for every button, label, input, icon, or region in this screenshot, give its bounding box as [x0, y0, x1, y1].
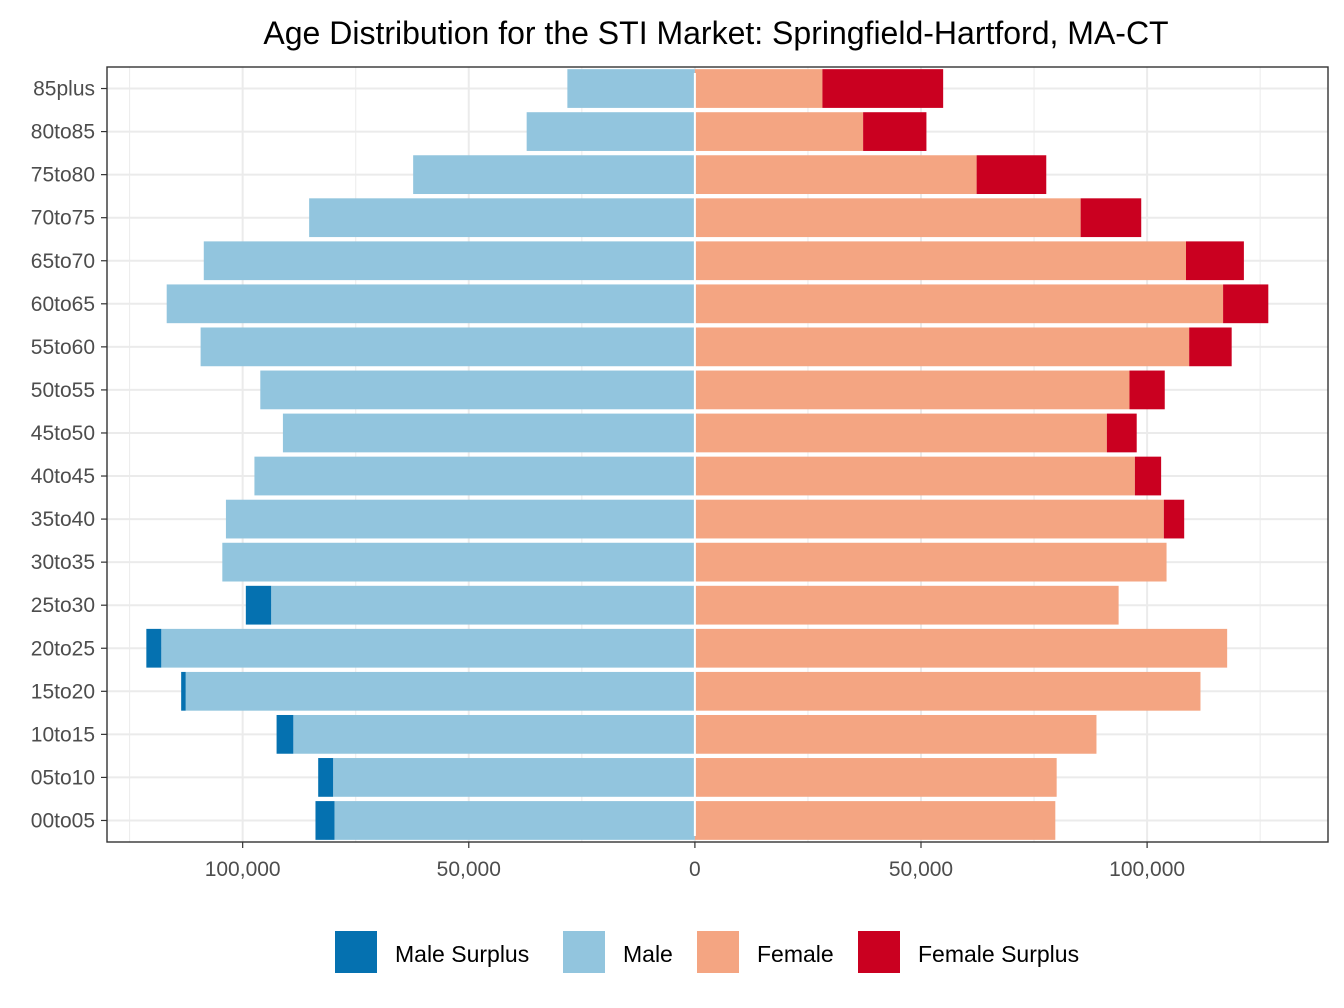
- legend-label: Male Surplus: [395, 941, 529, 967]
- bar-male: [203, 241, 695, 281]
- bar-female: [694, 801, 1056, 840]
- legend-key-male-surplus: [335, 931, 377, 973]
- bar-male: [254, 456, 695, 496]
- x-tick-label: 100,000: [1109, 858, 1185, 881]
- x-tick-label: 0: [689, 858, 701, 881]
- bar-male-surplus: [146, 628, 162, 668]
- bar-male-surplus: [318, 758, 334, 797]
- bar-female-surplus: [1106, 413, 1137, 453]
- y-tick-label: 25to30: [31, 594, 95, 617]
- y-tick-label: 05to10: [31, 766, 95, 789]
- bar-female-surplus: [1186, 241, 1244, 281]
- y-tick-label: 55to60: [31, 336, 95, 359]
- bar-female-surplus: [863, 112, 927, 151]
- bar-male: [200, 327, 695, 367]
- legend-label: Female Surplus: [918, 941, 1079, 967]
- bar-female: [694, 413, 1107, 453]
- bar-male: [334, 801, 695, 840]
- bar-male: [222, 542, 695, 582]
- y-tick-label: 60to65: [31, 293, 95, 316]
- bar-male-surplus: [315, 801, 335, 840]
- bar-female: [694, 585, 1119, 625]
- y-tick-label: 45to50: [31, 422, 95, 445]
- bars-layer: [146, 69, 1269, 840]
- y-tick-label: 15to20: [31, 680, 95, 703]
- y-tick-label: 65to70: [31, 250, 95, 273]
- bar-female-surplus: [976, 155, 1047, 195]
- bar-female-surplus: [1080, 198, 1142, 238]
- bar-female: [694, 327, 1190, 367]
- legend-key-male: [563, 931, 605, 973]
- bar-female: [694, 628, 1228, 668]
- panel-border: [106, 66, 1329, 843]
- y-tick-label: 00to05: [31, 809, 95, 832]
- x-tick-label: 50,000: [889, 858, 953, 881]
- x-tick-label: 100,000: [205, 858, 281, 881]
- bar-male: [413, 155, 695, 195]
- y-tick-label: 40to45: [31, 465, 95, 488]
- bar-female: [694, 499, 1164, 539]
- y-tick-label: 85plus: [33, 78, 95, 101]
- bar-male: [293, 714, 695, 754]
- bar-male: [271, 585, 695, 625]
- y-tick-label: 10to15: [31, 723, 95, 746]
- axis-layer: 00to05 05to10 10to15 15to20 20to25 25to30 30to…: [31, 78, 1185, 881]
- bar-male: [333, 758, 695, 797]
- y-tick-label: 75to80: [31, 164, 95, 187]
- bar-male: [260, 370, 695, 410]
- bar-male-surplus: [276, 714, 294, 754]
- bar-male: [185, 671, 695, 711]
- bar-male: [282, 413, 695, 453]
- chart-title: Age Distribution for the STI Market: Spr…: [263, 15, 1168, 51]
- bar-female-surplus: [1189, 327, 1232, 367]
- bar-female-surplus: [1134, 456, 1162, 496]
- bar-male: [166, 284, 695, 324]
- bar-male: [161, 628, 695, 668]
- bar-male: [309, 198, 695, 238]
- y-tick-label: 35to40: [31, 508, 95, 531]
- bar-male: [225, 499, 695, 539]
- y-tick-label: 30to35: [31, 551, 95, 574]
- bar-male-surplus: [245, 585, 272, 625]
- bar-female-surplus: [1163, 499, 1185, 539]
- bar-female: [694, 370, 1130, 410]
- bar-female: [694, 241, 1187, 281]
- x-tick-label: 50,000: [437, 858, 501, 881]
- bar-female: [694, 69, 823, 108]
- bar-female: [694, 112, 864, 151]
- bar-female: [694, 542, 1167, 582]
- bar-female: [694, 155, 977, 195]
- y-tick-label: 70to75: [31, 207, 95, 230]
- legend-key-female: [697, 931, 739, 973]
- bar-female: [694, 758, 1057, 797]
- legend-label: Female: [757, 941, 834, 967]
- y-tick-label: 80to85: [31, 121, 95, 144]
- bar-female-surplus: [822, 69, 944, 108]
- bar-male: [567, 69, 695, 108]
- y-tick-label: 50to55: [31, 379, 95, 402]
- bar-female: [694, 284, 1224, 324]
- y-tick-label: 20to25: [31, 637, 95, 660]
- bar-female-surplus: [1223, 284, 1269, 324]
- bar-female: [694, 714, 1097, 754]
- bar-female: [694, 456, 1135, 496]
- bar-female: [694, 198, 1081, 238]
- bar-female: [694, 671, 1201, 711]
- legend-label: Male: [623, 941, 673, 967]
- legend: Male Surplus Male Female Female Surplus: [335, 931, 1079, 973]
- bar-male: [526, 112, 695, 151]
- legend-key-female-surplus: [858, 931, 900, 973]
- bar-male-surplus: [181, 671, 186, 711]
- bar-female-surplus: [1129, 370, 1165, 410]
